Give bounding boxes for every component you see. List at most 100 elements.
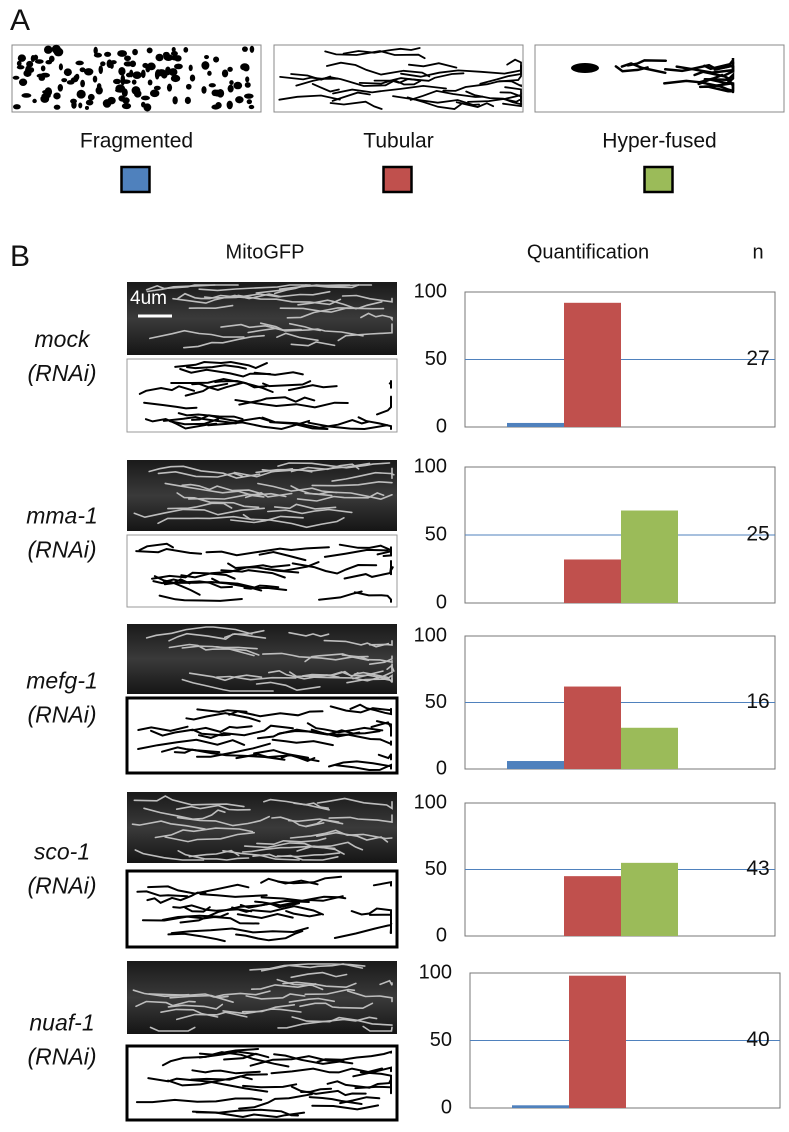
y-tick-label: 100	[414, 280, 447, 302]
y-tick-label: 0	[436, 415, 447, 437]
fragment	[233, 82, 242, 90]
fragment	[19, 79, 27, 86]
fragment	[75, 61, 83, 66]
y-tick-label: 100	[414, 455, 447, 477]
fragment	[183, 47, 188, 53]
fragment	[240, 63, 249, 70]
fragment	[31, 55, 36, 62]
column-header: n	[752, 241, 763, 263]
fragment	[45, 87, 53, 96]
fragment	[67, 80, 75, 85]
row-label: (RNAi)	[28, 537, 97, 563]
scale-bar-label: 4um	[130, 288, 167, 309]
column-header: MitoGFP	[226, 241, 305, 263]
fragment	[213, 56, 219, 62]
fragment	[41, 65, 46, 71]
y-tick-label: 0	[436, 757, 447, 779]
fragment	[228, 85, 234, 93]
fragment	[245, 76, 249, 82]
fragment	[235, 96, 243, 103]
y-tick-label: 50	[430, 1029, 452, 1051]
fragment	[155, 71, 160, 80]
row-label: mma-1	[26, 503, 98, 529]
n-value: 40	[746, 1028, 769, 1051]
y-tick-label: 50	[425, 858, 447, 880]
legend-label: Tubular	[363, 130, 433, 153]
fragment	[204, 55, 209, 59]
y-tick-label: 0	[441, 1096, 452, 1118]
legend-swatch	[384, 167, 412, 192]
row-label: (RNAi)	[28, 873, 97, 899]
mitogfp-image	[127, 961, 397, 1034]
y-tick-label: 50	[425, 691, 447, 713]
bar	[621, 511, 678, 603]
row-label: mock	[35, 326, 91, 352]
fragment	[107, 97, 115, 105]
bar	[564, 687, 621, 769]
fragment	[53, 92, 60, 99]
y-tick-label: 0	[436, 924, 447, 946]
row-label: (RNAi)	[28, 702, 97, 728]
fragment	[13, 76, 20, 80]
bar	[507, 423, 564, 427]
fragment	[54, 105, 61, 110]
fragment	[104, 52, 111, 57]
fragment	[201, 86, 206, 94]
fragment	[147, 48, 153, 54]
fragment	[242, 46, 248, 52]
fragment	[44, 46, 52, 54]
fragment	[58, 84, 63, 92]
fragment	[244, 94, 254, 99]
fragment	[227, 67, 232, 72]
fragment	[100, 61, 105, 66]
fragment	[107, 59, 113, 68]
fragment	[132, 79, 137, 84]
fragment	[213, 90, 221, 97]
fragment	[124, 61, 133, 66]
fragment	[96, 86, 103, 94]
n-value: 43	[746, 857, 769, 880]
fragment	[122, 103, 131, 109]
fragment	[156, 54, 164, 62]
fragment	[84, 68, 93, 75]
fragment	[150, 90, 159, 98]
legend-label: Hyper-fused	[602, 130, 716, 153]
fragment	[174, 64, 183, 70]
fragment	[164, 70, 173, 74]
fragment	[134, 90, 141, 98]
fragment	[245, 82, 251, 88]
row-label: nuaf-1	[29, 1010, 94, 1036]
fragment	[124, 55, 131, 61]
fragment	[141, 70, 146, 78]
fragment	[59, 63, 63, 70]
fragment	[209, 83, 216, 87]
example-image	[535, 45, 784, 112]
fragment	[17, 61, 22, 67]
fragment	[32, 99, 36, 103]
bar	[564, 876, 621, 936]
fragment	[113, 79, 121, 84]
fragment	[26, 61, 33, 68]
fragment	[250, 46, 255, 53]
fragment	[186, 84, 192, 90]
panel-label: B	[10, 240, 30, 273]
row-label: mefg-1	[26, 668, 98, 694]
fragment	[64, 68, 72, 76]
fragment	[164, 54, 173, 61]
fragment	[229, 80, 234, 85]
fragment	[190, 74, 195, 81]
row-label: (RNAi)	[28, 1044, 97, 1070]
y-tick-label: 0	[436, 591, 447, 613]
n-value: 16	[746, 690, 769, 713]
fragment	[40, 95, 49, 103]
fragment	[132, 71, 141, 79]
fragment	[78, 103, 82, 109]
fragment	[141, 96, 150, 101]
fragment	[201, 61, 209, 70]
fragment	[172, 96, 177, 104]
fragment	[117, 50, 127, 57]
fragment	[37, 74, 46, 78]
fragment	[88, 94, 95, 101]
fragment	[189, 65, 193, 71]
